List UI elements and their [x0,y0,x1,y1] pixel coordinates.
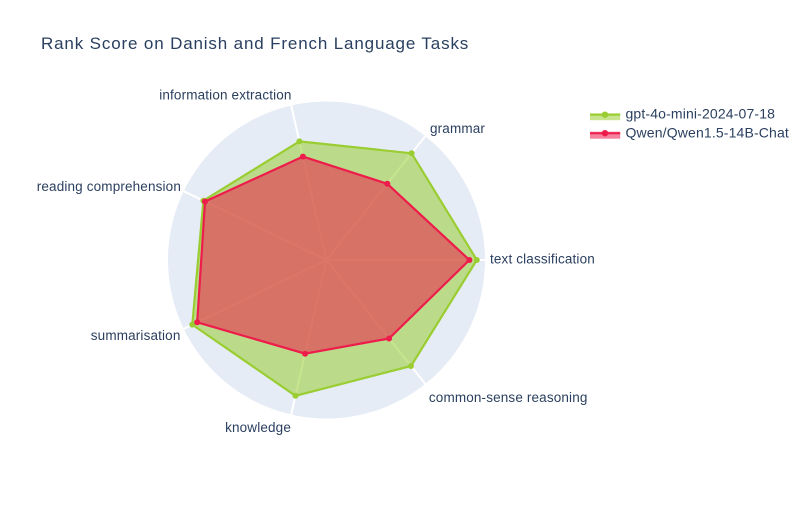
svg-text:Rank Score on Danish and Frenc: Rank Score on Danish and French Language… [41,34,469,53]
svg-text:information extraction: information extraction [159,88,291,103]
svg-text:text classification: text classification [490,252,595,267]
svg-text:summarisation: summarisation [91,328,181,343]
svg-text:gpt-4o-mini-2024-07-18: gpt-4o-mini-2024-07-18 [626,106,776,122]
svg-text:knowledge: knowledge [225,420,291,435]
svg-text:grammar: grammar [430,121,485,136]
svg-text:Qwen/Qwen1.5-14B-Chat: Qwen/Qwen1.5-14B-Chat [626,124,789,140]
svg-text:common-sense reasoning: common-sense reasoning [429,390,588,405]
svg-text:reading comprehension: reading comprehension [37,179,181,194]
